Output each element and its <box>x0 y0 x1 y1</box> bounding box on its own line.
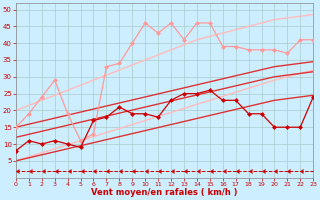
X-axis label: Vent moyen/en rafales ( km/h ): Vent moyen/en rafales ( km/h ) <box>91 188 238 197</box>
